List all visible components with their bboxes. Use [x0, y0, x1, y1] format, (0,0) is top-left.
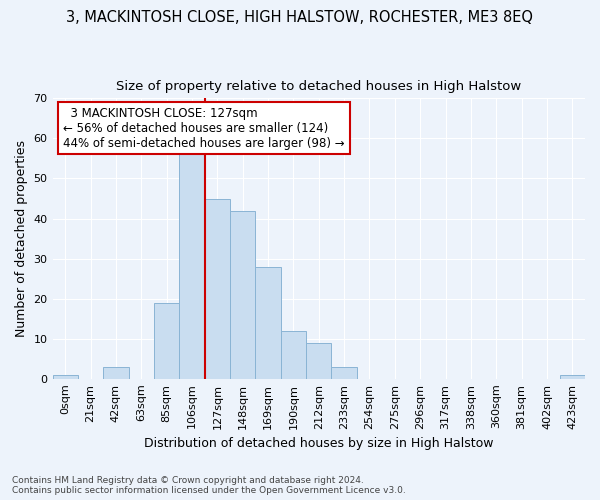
Y-axis label: Number of detached properties: Number of detached properties: [15, 140, 28, 337]
Bar: [331, 367, 357, 379]
Bar: [154, 302, 179, 379]
Bar: [53, 375, 78, 379]
Bar: [205, 198, 230, 379]
Bar: [306, 342, 331, 379]
Bar: [103, 367, 128, 379]
Bar: [256, 266, 281, 379]
Bar: [560, 375, 585, 379]
Text: Contains HM Land Registry data © Crown copyright and database right 2024.
Contai: Contains HM Land Registry data © Crown c…: [12, 476, 406, 495]
Text: 3 MACKINTOSH CLOSE: 127sqm
← 56% of detached houses are smaller (124)
44% of sem: 3 MACKINTOSH CLOSE: 127sqm ← 56% of deta…: [63, 106, 345, 150]
Bar: [179, 146, 205, 379]
Bar: [230, 210, 256, 379]
Title: Size of property relative to detached houses in High Halstow: Size of property relative to detached ho…: [116, 80, 521, 93]
X-axis label: Distribution of detached houses by size in High Halstow: Distribution of detached houses by size …: [144, 437, 494, 450]
Bar: [281, 330, 306, 379]
Text: 3, MACKINTOSH CLOSE, HIGH HALSTOW, ROCHESTER, ME3 8EQ: 3, MACKINTOSH CLOSE, HIGH HALSTOW, ROCHE…: [67, 10, 533, 25]
